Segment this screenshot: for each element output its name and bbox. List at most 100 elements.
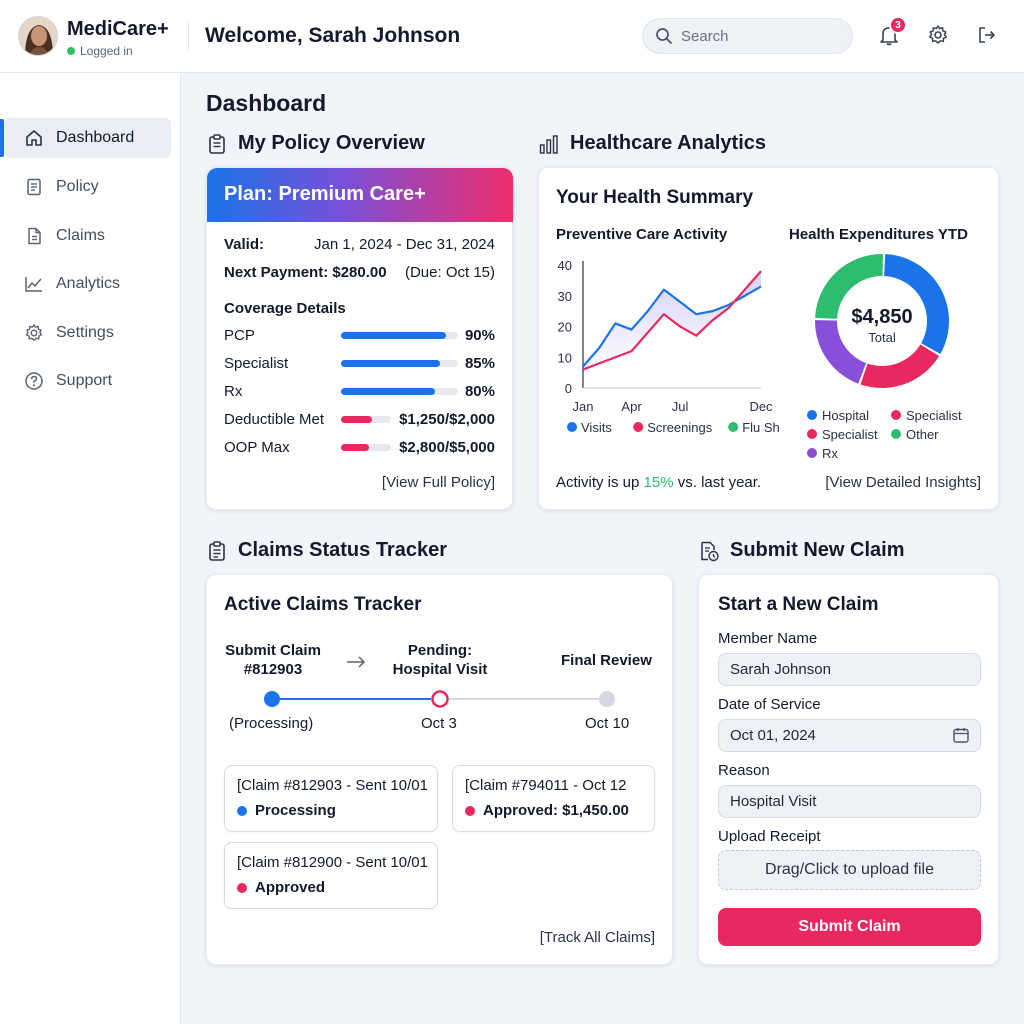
sidebar-item-claims[interactable]: Claims [4,216,171,256]
claim-status-label: Approved [255,879,326,896]
claim-title: [Claim #794011 - Oct 12 [465,777,627,794]
legend-marker [807,429,817,439]
step-final-review: Final Review [561,652,652,669]
new-claim-section-label: Submit New Claim [730,539,905,561]
claims-section-label: Claims Status Tracker [238,539,447,561]
claim-card[interactable]: [Claim #794011 - Oct 12 Approved: $1,450… [452,765,655,832]
claim-status: Approved: $1,450.00 [465,802,629,819]
sidebar-item-settings[interactable]: Settings [4,313,171,353]
date-of-service-input[interactable] [718,719,981,752]
settings-button[interactable] [925,22,951,48]
claim-progress-track [264,690,615,708]
sidebar-item-analytics[interactable]: Analytics [4,264,171,304]
policy-section-title: My Policy Overview [206,132,425,155]
help-icon [25,372,43,390]
reason-input[interactable] [718,785,981,818]
legend-marker [633,422,644,432]
track-all-claims-link[interactable]: [Track All Claims] [539,929,655,946]
clipboard-icon [209,133,225,154]
x-tick-label: Dec [749,399,773,414]
top-header: MediCare+ Logged in Welcome, Sarah Johns… [0,0,1024,73]
claim-card[interactable]: [Claim #812903 - Sent 10/01 Processing [224,765,438,832]
expenditures-donut-chart: $4,850 Total Hospital Specialist Specialist O… [807,254,962,461]
new-claim-section-title: Submit New Claim [698,539,904,562]
activity-summary: Activity is up 15% vs. last year. [556,474,761,491]
next-payment: Next Payment: $280.00 [224,264,387,281]
claim-status: Approved [237,879,325,896]
donut-slice-specialist [860,344,940,389]
legend-label: Specialist [906,408,962,423]
gear-icon [25,324,43,341]
coverage-title: Coverage Details [224,300,346,317]
line-chart-icon [25,277,42,292]
activity-percent: 15% [643,474,674,491]
claim-title: [Claim #812900 - Sent 10/01 [237,854,428,871]
sidebar: Dashboard Policy Claims Analytics Settin… [0,73,181,1024]
home-icon [26,130,42,146]
legend-marker [728,422,739,432]
coverage-label: PCP [224,327,255,344]
analytics-card: Your Health Summary Preventive Care Acti… [538,167,999,510]
header-divider [188,22,189,50]
logout-button[interactable] [974,22,1000,48]
user-avatar[interactable] [18,16,58,56]
step-pending-line1: Pending: [407,642,473,659]
sidebar-item-label: Dashboard [56,129,135,146]
legend-label: Rx [822,446,838,461]
submit-claim-button[interactable]: Submit Claim [718,908,981,946]
sidebar-item-dashboard[interactable]: Dashboard [4,118,171,158]
x-tick-label: Jul [672,399,689,414]
y-tick-label: 0 [565,381,572,396]
step-pending: Pending: Hospital Visit [387,642,493,678]
reason-label: Reason [718,762,770,779]
search-input[interactable] [681,27,831,45]
step-dot-processing [264,691,280,707]
donut-slice-rx [815,320,867,384]
step-pending-line2: Hospital Visit [392,661,488,678]
y-tick-label: 30 [558,289,572,304]
status-dot [237,882,247,893]
legend-label: Specialist [822,427,878,442]
file-edit-icon [701,541,719,561]
step-submit-line1: Submit Claim [225,642,321,659]
sidebar-item-label: Settings [56,324,114,341]
app-name: MediCare+ [67,18,169,40]
step-submit-claim: Submit Claim #812903 [224,642,322,678]
step-dot-final [599,691,615,707]
welcome-message: Welcome, Sarah Johnson [205,24,461,47]
legend-label: Screenings [647,420,713,435]
step-submit-line2: #812903 [243,661,303,678]
activity-suffix: vs. last year. [673,474,762,491]
step-dot-pending [431,690,449,708]
document-icon [27,178,41,196]
coverage-bar [341,416,391,423]
view-insights-link[interactable]: [View Detailed Insights] [825,474,981,491]
sidebar-item-label: Policy [56,178,99,195]
line-chart-title: Preventive Care Activity [556,226,728,243]
sidebar-item-policy[interactable]: Policy [4,167,171,207]
status-dot [237,805,247,816]
coverage-value: 80% [464,383,495,400]
clipboard-icon [209,540,225,561]
claim-card[interactable]: [Claim #812900 - Sent 10/01 Approved [224,842,438,909]
view-full-policy-link[interactable]: [View Full Policy] [381,474,495,491]
legend-label: Other [906,427,939,442]
plan-banner: Plan: Premium Care+ [207,168,513,222]
search-bar[interactable] [642,18,853,54]
step-pending-date: Oct 3 [421,715,457,732]
valid-label: Valid: [224,236,265,253]
sidebar-item-support[interactable]: Support [4,361,171,401]
active-indicator [0,119,4,157]
upload-dropzone[interactable]: Drag/Click to upload file [718,850,981,890]
coverage-bar-fill [341,416,373,423]
bar-chart-icon [539,134,558,154]
y-tick-label: 20 [558,320,572,335]
calendar-icon[interactable] [952,726,970,744]
coverage-value: $1,250/$2,000 [399,411,495,428]
online-status-dot [67,47,75,55]
legend-marker [807,410,817,420]
member-name-input[interactable] [718,653,981,686]
status-dot [465,805,475,816]
coverage-value: 85% [464,355,495,372]
legend-marker [567,422,577,432]
